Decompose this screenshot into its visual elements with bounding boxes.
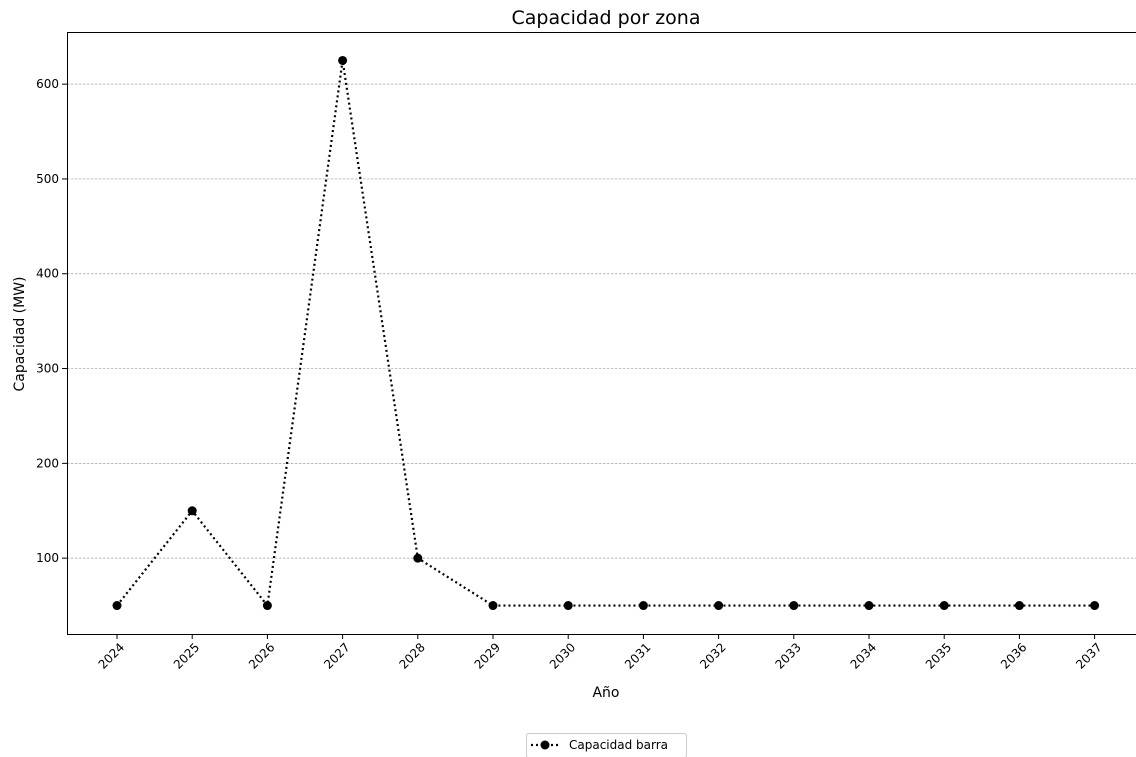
y-tick-label: 500 (36, 172, 59, 186)
data-point-2037 (1090, 601, 1100, 611)
legend: Capacidad barra (526, 733, 687, 757)
x-axis: 2024 2025 2026 2027 2028 2029 2030 2031 2032 2033… (96, 634, 1105, 672)
x-tick-label: 2035 (923, 640, 954, 671)
data-point-2026 (262, 601, 272, 611)
y-axis-label: Capacidad (MW) (12, 276, 28, 391)
x-tick-label: 2026 (246, 640, 277, 671)
x-tick-label: 2025 (171, 640, 202, 671)
x-tick-label: 2032 (697, 640, 728, 671)
y-tick-label: 200 (36, 456, 59, 470)
data-point-2028 (413, 553, 423, 563)
y-tick-label: 600 (36, 77, 59, 91)
y-tick-label: 300 (36, 362, 59, 376)
x-tick-label: 2031 (622, 640, 653, 671)
plot-frame (67, 32, 1136, 635)
x-tick-label: 2030 (547, 640, 578, 671)
legend-box (526, 733, 687, 757)
y-axis: 100 200 300 400 500 600 (36, 77, 67, 565)
series-line-0 (116, 60, 1095, 609)
data-point-2029 (488, 601, 498, 611)
data-point-2034 (864, 601, 874, 611)
x-tick-label: 2037 (1073, 640, 1104, 671)
x-tick-label: 2028 (396, 640, 427, 671)
x-axis-label: Año (592, 685, 619, 701)
grid-lines (67, 83, 1136, 559)
chart-title: Capacidad por zona (512, 7, 701, 29)
data-point-2024 (112, 601, 122, 611)
y-tick-label: 400 (36, 267, 59, 281)
x-tick-label: 2027 (321, 640, 352, 671)
y-tick-label: 100 (36, 551, 59, 565)
data-point-2035 (939, 601, 949, 611)
data-point-2036 (1014, 601, 1024, 611)
data-point-2033 (789, 601, 799, 611)
x-tick-label: 2036 (998, 640, 1029, 671)
data-point-2027 (338, 55, 348, 65)
data-point-2031 (638, 601, 648, 611)
series-layer (112, 55, 1100, 611)
x-tick-label: 2034 (848, 640, 879, 671)
legend-label: Capacidad barra (569, 738, 668, 752)
x-tick-label: 2024 (96, 640, 127, 671)
x-tick-label: 2033 (772, 640, 803, 671)
data-point-2025 (187, 506, 197, 516)
x-tick-label: 2029 (472, 640, 503, 671)
data-point-2032 (714, 601, 724, 611)
data-point-2030 (563, 601, 573, 611)
legend-marker-sample (540, 740, 550, 750)
